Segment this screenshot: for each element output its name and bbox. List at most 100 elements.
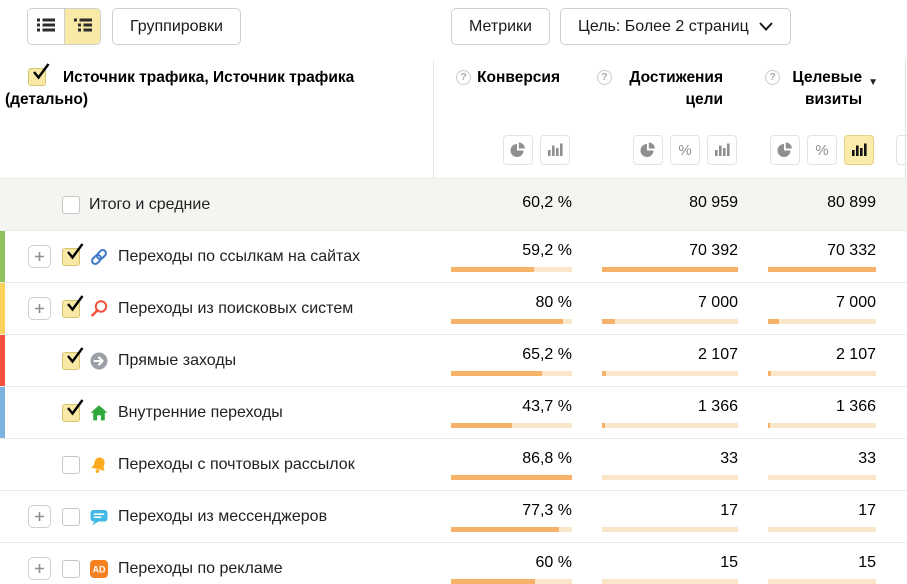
goal-reaches-cell: 7 000 <box>572 283 738 334</box>
row-checkbox[interactable] <box>62 346 84 370</box>
metrics-button[interactable]: Метрики <box>451 8 550 45</box>
search-icon <box>89 299 109 319</box>
conversion-cell: 86,8 % <box>433 439 572 490</box>
row-label: Внутренние переходы <box>118 403 283 421</box>
metric-value: 60 % <box>535 554 572 571</box>
metric-value: 86,8 % <box>522 450 572 467</box>
pie-chart-toggle[interactable] <box>503 135 533 165</box>
row-main: Итого и средние <box>62 179 210 230</box>
row-label: Переходы из поисковых систем <box>118 299 354 317</box>
expand-button[interactable] <box>28 297 51 320</box>
dimension-header: Источник трафика, Источник трафика (дета… <box>5 63 419 111</box>
conversion-cell: 59,2 % <box>433 231 572 282</box>
goal-visits-cell: 1 366 <box>738 387 876 438</box>
goal-visits-cell: 70 332 <box>738 231 876 282</box>
goal-reaches-cell: 17 <box>572 491 738 542</box>
row-checkbox[interactable] <box>62 559 80 578</box>
row-checkbox[interactable] <box>62 455 80 474</box>
column-label[interactable]: Достижения цели <box>629 69 723 108</box>
metric-bar <box>768 319 876 324</box>
metric-bar <box>451 475 572 480</box>
metric-value: 33 <box>720 450 738 467</box>
row-checkbox[interactable] <box>62 195 80 214</box>
chevron-down-icon <box>759 18 773 36</box>
chart-toggles-next-column <box>896 135 907 165</box>
metric-value: 2 107 <box>697 346 738 363</box>
row-checkbox[interactable] <box>62 242 84 266</box>
column-header-conversion: ? Конверсия <box>433 67 560 89</box>
bar-chart-toggle[interactable] <box>844 135 874 165</box>
column-label[interactable]: Конверсия <box>477 69 560 86</box>
messenger-icon <box>89 507 109 527</box>
metric-bar <box>451 579 572 584</box>
chart-toggles-goal-visits: % <box>770 135 874 165</box>
goal-reaches-cell: 15 <box>572 543 738 584</box>
row-checkbox[interactable] <box>62 507 80 526</box>
goal-visits-cell: 7 000 <box>738 283 876 334</box>
metric-bar <box>768 267 876 272</box>
pie-chart-toggle[interactable] <box>633 135 663 165</box>
chart-toggles-goal-reaches: % <box>633 135 737 165</box>
bar-chart-toggle[interactable] <box>540 135 570 165</box>
pie-chart-toggle[interactable] <box>896 135 907 165</box>
goal-visits-cell: 33 <box>738 439 876 490</box>
metric-value: 17 <box>720 502 738 519</box>
percent-toggle[interactable]: % <box>807 135 837 165</box>
row-label: Переходы с почтовых рассылок <box>118 455 355 473</box>
row-label: Прямые заходы <box>118 351 237 369</box>
row-label: Переходы по ссылкам на сайтах <box>118 247 361 265</box>
metric-value: 60,2 % <box>522 194 572 211</box>
metric-value: 15 <box>858 554 876 571</box>
table-row: Переходы с почтовых рассылок 86,8 % 33 3… <box>0 438 907 490</box>
metric-value: 59,2 % <box>522 242 572 259</box>
metric-value: 7 000 <box>697 294 738 311</box>
help-icon[interactable]: ? <box>765 70 781 85</box>
sort-desc-icon[interactable]: ▼ <box>868 77 878 88</box>
groupings-button[interactable]: Группировки <box>112 8 241 45</box>
metric-value: 65,2 % <box>522 346 572 363</box>
metric-value: 1 366 <box>835 398 876 415</box>
help-icon[interactable]: ? <box>456 70 472 85</box>
goal-reaches-cell: 70 392 <box>572 231 738 282</box>
expand-button[interactable] <box>28 245 51 268</box>
row-main: AD Переходы по рекламе <box>62 543 283 584</box>
metric-bar <box>768 475 876 480</box>
metric-bar <box>602 423 738 428</box>
metric-bar <box>451 371 572 376</box>
metric-bar <box>768 423 876 428</box>
pie-chart-toggle[interactable] <box>770 135 800 165</box>
chart-toggles-conversion <box>503 135 570 165</box>
bar-chart-toggle[interactable] <box>707 135 737 165</box>
metric-bar <box>451 267 572 272</box>
category-stripe <box>0 231 5 282</box>
metric-bar <box>602 267 738 272</box>
table-body: Итого и средние 60,2 % 80 959 80 899 <box>0 178 907 584</box>
percent-toggle[interactable]: % <box>670 135 700 165</box>
goal-reaches-cell: 80 959 <box>572 179 738 230</box>
tree-view-button[interactable] <box>64 9 100 44</box>
metric-bar <box>451 319 572 324</box>
help-icon[interactable]: ? <box>597 70 612 85</box>
metrics-label: Метрики <box>469 17 532 35</box>
metric-bar <box>768 527 876 532</box>
list-view-button[interactable] <box>28 9 64 44</box>
metric-value: 17 <box>858 502 876 519</box>
metric-value: 80 % <box>535 294 572 311</box>
expand-button[interactable] <box>28 557 51 580</box>
metric-bar <box>602 579 738 584</box>
goal-select-button[interactable]: Цель: Более 2 страниц <box>560 8 791 45</box>
row-label: Переходы по рекламе <box>118 559 283 577</box>
conversion-cell: 80 % <box>433 283 572 334</box>
conversion-cell: 77,3 % <box>433 491 572 542</box>
metric-bar <box>602 371 738 376</box>
metric-bar <box>602 475 738 480</box>
category-stripe <box>0 335 5 386</box>
select-all-checkbox[interactable] <box>28 63 50 86</box>
column-label[interactable]: Целевые визиты <box>792 69 863 108</box>
svg-text:AD: AD <box>93 564 106 574</box>
conversion-cell: 65,2 % <box>433 335 572 386</box>
row-checkbox[interactable] <box>62 398 84 422</box>
expand-button[interactable] <box>28 505 51 528</box>
row-checkbox[interactable] <box>62 294 84 318</box>
